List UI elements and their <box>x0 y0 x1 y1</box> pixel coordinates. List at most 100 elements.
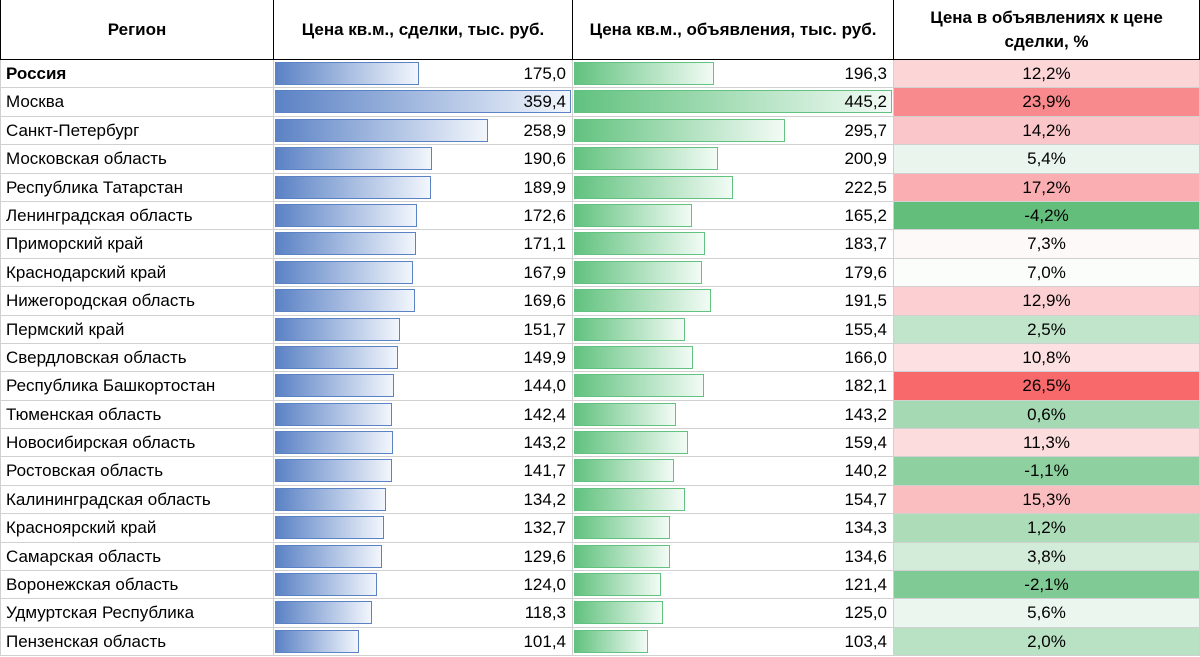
deal-price-bar <box>275 289 415 313</box>
deal-price-bar <box>275 544 382 568</box>
ratio-cell: 12,9% <box>894 287 1200 316</box>
region-cell: Санкт-Петербург <box>0 116 274 146</box>
region-cell: Красноярский край <box>0 514 274 543</box>
ad-price-cell: 445,2 <box>573 88 894 117</box>
ad-price-cell: 183,7 <box>573 230 894 259</box>
ad-price-bar <box>574 601 663 625</box>
region-cell: Новосибирская область <box>0 429 274 458</box>
ratio-cell: 26,5% <box>894 372 1200 401</box>
ad-price-cell: 295,7 <box>573 116 894 146</box>
deal-price-value: 143,2 <box>523 433 566 453</box>
deal-price-bar <box>275 601 372 625</box>
ad-price-cell: 154,7 <box>573 485 894 515</box>
region-cell: Приморский край <box>0 230 274 259</box>
deal-price-bar <box>275 203 417 227</box>
deal-price-cell: 172,6 <box>274 201 573 231</box>
region-cell: Тюменская область <box>0 400 274 430</box>
deal-price-value: 129,6 <box>523 546 566 566</box>
table-row: Нижегородская область 169,6 191,5 12,9% <box>0 287 1200 316</box>
deal-price-value: 134,2 <box>523 489 566 509</box>
deal-price-bar <box>275 62 419 85</box>
deal-price-bar <box>275 516 384 540</box>
deal-price-value: 175,0 <box>523 64 566 83</box>
ad-price-cell: 125,0 <box>573 599 894 628</box>
ad-price-value: 134,3 <box>844 518 887 538</box>
header-ratio: Цена в объявлениях к цене сделки, % <box>894 0 1200 60</box>
ad-price-cell: 155,4 <box>573 315 894 344</box>
ad-price-bar <box>574 203 692 227</box>
deal-price-value: 359,4 <box>523 92 566 112</box>
ad-price-value: 295,7 <box>844 120 887 140</box>
ad-price-bar <box>574 487 685 511</box>
ad-price-bar <box>574 147 718 171</box>
table-row: Краснодарский край 167,9 179,6 7,0% <box>0 258 1200 288</box>
deal-price-value: 124,0 <box>523 575 566 595</box>
table-row: Республика Татарстан 189,9 222,5 17,2% <box>0 173 1200 202</box>
ad-price-bar <box>574 317 685 341</box>
ad-price-cell: 182,1 <box>573 372 894 401</box>
deal-price-cell: 129,6 <box>274 542 573 572</box>
ratio-cell: 10,8% <box>894 343 1200 373</box>
ratio-cell: 0,6% <box>894 400 1200 430</box>
deal-price-cell: 132,7 <box>274 514 573 543</box>
deal-price-bar <box>275 573 377 597</box>
region-cell: Москва <box>0 88 274 117</box>
deal-price-cell: 190,6 <box>274 145 573 174</box>
deal-price-value: 118,3 <box>524 603 566 623</box>
ad-price-value: 143,2 <box>844 404 887 424</box>
ad-price-cell: 222,5 <box>573 173 894 202</box>
header-deal-price: Цена кв.м., сделки, тыс. руб. <box>274 0 573 60</box>
ratio-cell: 15,3% <box>894 485 1200 515</box>
ad-price-cell: 200,9 <box>573 145 894 174</box>
ratio-cell: -4,2% <box>894 201 1200 231</box>
ratio-cell: 12,2% <box>894 60 1200 89</box>
ad-price-cell: 165,2 <box>573 201 894 231</box>
table-row: Новосибирская область 143,2 159,4 11,3% <box>0 429 1200 458</box>
table-row: Санкт-Петербург 258,9 295,7 14,2% <box>0 116 1200 146</box>
ad-price-bar <box>574 289 711 313</box>
region-cell: Московская область <box>0 145 274 174</box>
region-cell: Пермский край <box>0 315 274 344</box>
deal-price-bar <box>275 90 571 114</box>
ad-price-bar <box>574 62 714 85</box>
ad-price-bar <box>574 260 702 284</box>
table-row: Ленинградская область 172,6 165,2 -4,2% <box>0 201 1200 231</box>
deal-price-value: 141,7 <box>523 461 566 481</box>
region-cell: Ростовская область <box>0 457 274 486</box>
ad-price-value: 166,0 <box>844 347 887 367</box>
region-cell: Свердловская область <box>0 343 274 373</box>
ad-price-value: 155,4 <box>844 319 887 339</box>
region-cell: Самарская область <box>0 542 274 572</box>
ad-price-bar <box>574 573 661 597</box>
deal-price-cell: 167,9 <box>274 258 573 288</box>
table-row: Пензенская область 101,4 103,4 2,0% <box>0 627 1200 657</box>
table-row: Пермский край 151,7 155,4 2,5% <box>0 315 1200 344</box>
table-row: Свердловская область 149,9 166,0 10,8% <box>0 343 1200 373</box>
region-cell: Ленинградская область <box>0 201 274 231</box>
deal-price-value: 167,9 <box>523 262 566 282</box>
deal-price-bar <box>275 147 432 171</box>
region-cell: Калининградская область <box>0 485 274 515</box>
deal-price-value: 132,7 <box>523 518 566 538</box>
deal-price-value: 171,1 <box>523 234 566 254</box>
table-row: Московская область 190,6 200,9 5,4% <box>0 145 1200 174</box>
ad-price-bar <box>574 175 733 199</box>
deal-price-bar <box>275 175 431 199</box>
deal-price-cell: 175,0 <box>274 60 573 89</box>
ad-price-value: 200,9 <box>844 149 887 169</box>
table-row: Тюменская область 142,4 143,2 0,6% <box>0 400 1200 430</box>
deal-price-cell: 134,2 <box>274 485 573 515</box>
ad-price-value: 222,5 <box>844 177 887 197</box>
ratio-cell: -1,1% <box>894 457 1200 486</box>
deal-price-value: 101,4 <box>523 631 566 651</box>
deal-price-value: 258,9 <box>523 120 566 140</box>
table-body: Россия 175,0 196,3 12,2% Москва 359,4 445,2 23,… <box>0 60 1200 657</box>
deal-price-value: 142,4 <box>523 404 566 424</box>
ad-price-value: 103,4 <box>844 631 887 651</box>
deal-price-cell: 151,7 <box>274 315 573 344</box>
table-row: Удмуртская Республика 118,3 125,0 5,6% <box>0 599 1200 628</box>
deal-price-cell: 189,9 <box>274 173 573 202</box>
deal-price-bar <box>275 431 393 455</box>
deal-price-bar <box>275 345 398 369</box>
table-row: Воронежская область 124,0 121,4 -2,1% <box>0 571 1200 600</box>
